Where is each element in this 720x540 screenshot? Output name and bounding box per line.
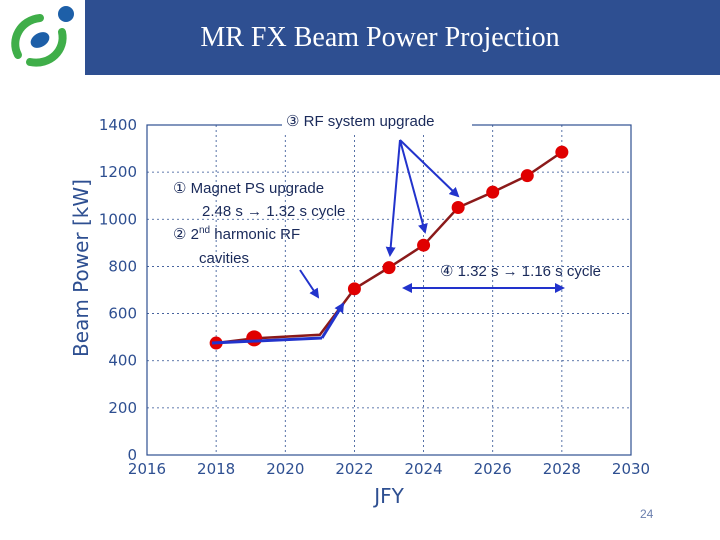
x-tick-label: 2018 — [197, 460, 235, 478]
grid-lines — [147, 125, 631, 455]
data-point — [520, 169, 534, 183]
arrow-upgrade-3-b — [399, 139, 428, 234]
y-tick-label: 1200 — [99, 163, 137, 181]
x-tick-labels: 2016 2018 2020 2022 2024 2026 2028 2030 — [128, 460, 650, 478]
arrow-upgrade-1 — [299, 269, 320, 299]
x-tick-label: 2030 — [612, 460, 650, 478]
data-point — [486, 185, 500, 199]
annotation-upgrade-2-suffix: harmonic RF — [210, 226, 300, 243]
y-tick-label: 0 — [127, 446, 137, 464]
page-number: 24 — [640, 507, 654, 521]
data-point — [246, 330, 263, 347]
x-tick-label: 2026 — [474, 460, 512, 478]
y-tick-label: 400 — [108, 352, 137, 370]
y-tick-label: 200 — [108, 399, 137, 417]
x-axis-label: JFY — [372, 484, 404, 508]
annotation-upgrade-3: ③ RF system upgrade — [286, 113, 435, 130]
annotation-upgrade-4: ④ 1.32 s → 1.16 s cycle — [440, 263, 601, 280]
data-point — [555, 145, 569, 159]
data-point — [417, 238, 431, 252]
data-point — [347, 282, 361, 296]
slide-title: MR FX Beam Power Projection — [200, 22, 560, 53]
x-tick-label: 2020 — [266, 460, 304, 478]
annotation-upgrade-2-line2: cavities — [199, 250, 249, 267]
x-tick-label: 2028 — [543, 460, 581, 478]
arrow-upgrade-2-rise — [320, 302, 345, 339]
y-tick-label: 800 — [108, 257, 137, 275]
annotation-upgrade-2-prefix: ② 2 — [173, 226, 199, 243]
annotation-upgrade-1-line2: 2.48 s → 1.32 s cycle — [202, 203, 345, 220]
y-tick-label: 1000 — [99, 210, 137, 228]
arrow-upgrade-3-c — [399, 139, 460, 198]
x-tick-label: 2016 — [128, 460, 166, 478]
series-markers — [209, 145, 569, 350]
series-line — [215, 151, 563, 345]
header-bar — [85, 0, 720, 75]
data-point — [382, 261, 396, 275]
data-point — [451, 201, 465, 214]
arrow-upgrade-2 — [211, 336, 323, 345]
annotation-3-bg — [282, 110, 472, 132]
logo-icon — [0, 0, 85, 75]
annotation-upgrade-2-line1: ② 2nd harmonic RF — [173, 225, 300, 243]
y-tick-label: 1400 — [99, 116, 137, 134]
y-tick-labels: 0 200 400 600 800 1000 1200 1400 — [99, 116, 137, 464]
y-tick-label: 600 — [108, 305, 137, 323]
plot-frame — [146, 124, 632, 456]
annotation-upgrade-1-line1: ① Magnet PS upgrade — [173, 180, 324, 197]
arrow-upgrade-3-a — [385, 139, 401, 257]
x-tick-label: 2024 — [404, 460, 442, 478]
y-axis-label: Beam Power [kW] — [69, 179, 93, 357]
x-tick-label: 2022 — [335, 460, 373, 478]
annotation-upgrade-2-sup: nd — [199, 225, 210, 236]
